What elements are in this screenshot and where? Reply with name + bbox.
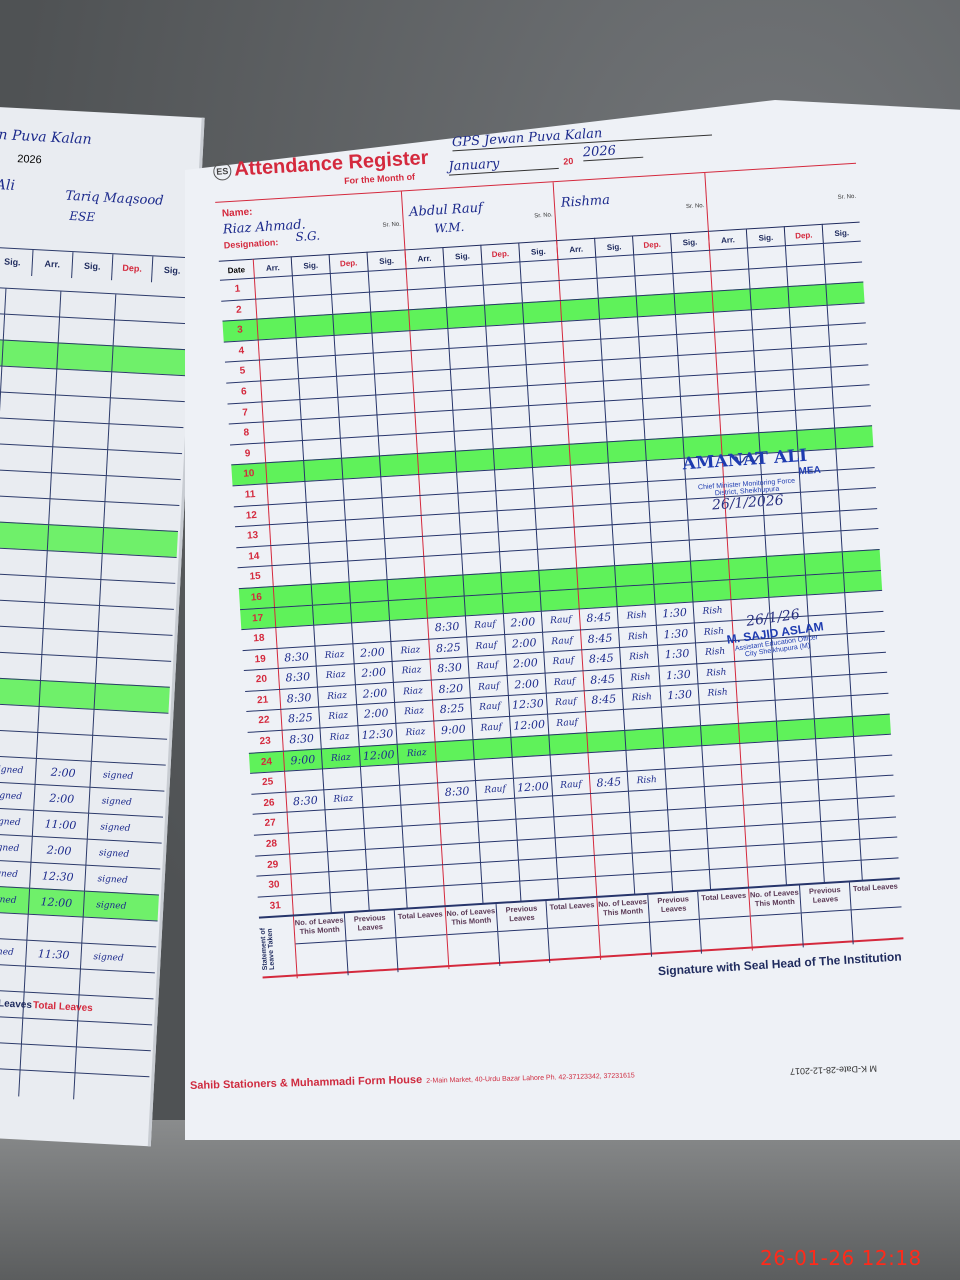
sr-no-label: Sr. No.: [534, 212, 553, 220]
leave-column-label: Previous Leaves: [344, 910, 396, 942]
signature-cell: [73, 1073, 130, 1103]
time-cell: [18, 1070, 75, 1100]
left-year: 2026: [16, 153, 43, 167]
signature-cell: signed: [0, 781, 35, 811]
left-column-header: Arr.: [31, 249, 73, 279]
leave-column-label: No. of Leaves This Month: [445, 904, 497, 936]
leave-column-label: Previous Leaves: [647, 892, 700, 924]
designation-label: Designation:: [223, 237, 279, 251]
leave-column-label: Total Leaves: [850, 879, 902, 911]
left-name-fragment: Ali: [0, 176, 16, 194]
leave-cell: Total Leaves: [697, 889, 752, 955]
left-column-header: Sig.: [0, 247, 33, 276]
leave-statement-label: Statement of Leave Taken: [259, 928, 277, 972]
leave-column-label: Total Leaves: [546, 898, 599, 930]
staff-designation: W.M.: [433, 219, 465, 236]
signature-cell: signed: [0, 755, 36, 785]
leave-cell: Previous Leaves: [495, 901, 550, 967]
signature-cell: [0, 911, 28, 941]
sr-no-label: Sr. No.: [837, 193, 857, 201]
staff-name: Riaz Ahmad.: [222, 217, 307, 238]
signature-cell: [0, 600, 45, 630]
leave-cell: Total Leaves: [545, 898, 601, 964]
left-school: n Puva Kalan: [0, 127, 93, 148]
left-column-header: Sig.: [71, 252, 113, 281]
leave-column-label: No. of Leaves This Month: [597, 895, 649, 927]
signature-cell: [0, 678, 40, 707]
signature-cell: [0, 1041, 21, 1071]
leave-cell: No. of Leaves This Month: [444, 904, 500, 970]
signature-cell: [0, 652, 42, 681]
leave-column-label: Total Leaves: [395, 907, 447, 939]
leave-cell: Previous Leaves: [343, 910, 398, 976]
signature-cell: [0, 418, 54, 448]
leave-column-label: No. of Leaves This Month: [749, 885, 801, 917]
sr-no-label: Sr. No.: [685, 203, 705, 211]
signature-cell: [0, 548, 47, 578]
attendance-grid: Name: Designation: Riaz Ahmad. S.G. Sr. No. A…: [215, 162, 904, 993]
sr-no-label: Sr. No.: [382, 221, 402, 229]
signature-cell: signed: [0, 937, 27, 967]
leave-cell: Total Leaves: [394, 907, 449, 973]
name-label: Name:: [221, 206, 253, 220]
left-designation: ESE: [68, 208, 96, 225]
signature-cell: [0, 704, 39, 733]
cloth-background: [0, 1120, 960, 1280]
leave-column-label: Previous Leaves: [496, 901, 548, 933]
leave-cell: Previous Leaves: [646, 892, 702, 958]
staff-name: Abdul Rauf: [408, 200, 484, 221]
leave-cell: Previous Leaves: [798, 882, 854, 948]
signature-cell: [0, 470, 51, 500]
leave-cell: No. of Leaves This Month: [292, 913, 348, 979]
photo-timestamp: 26-01-26 12:18: [760, 1246, 922, 1270]
signature-cell: [0, 1067, 20, 1097]
signature-cell: [0, 730, 38, 759]
signature-cell: [0, 1015, 23, 1045]
leave-column-label: No. of Leaves This Month: [293, 913, 346, 945]
signature-cell: [0, 444, 53, 474]
staff-name: Rishma: [560, 192, 611, 211]
signature-cell: [0, 963, 25, 993]
signature-cell: [0, 574, 46, 604]
signature-cell: signed: [0, 807, 34, 837]
leave-column-label: Previous Leaves: [799, 882, 851, 914]
signature-cell: [0, 626, 43, 656]
left-column-header: Dep.: [111, 254, 153, 283]
signature-cell: signed: [0, 885, 30, 915]
signature-cell: [0, 522, 49, 552]
left-staff-name: Tariq Maqsood: [64, 188, 164, 209]
leave-cell: No. of Leaves This Month: [596, 895, 651, 961]
signature-cell: signed: [0, 833, 32, 863]
logo-icon: ES: [212, 161, 232, 181]
leave-column-label: Total Leaves: [698, 889, 750, 921]
staff-designation: S.G.: [295, 228, 321, 245]
leave-cell: Total Leaves: [849, 879, 904, 945]
year-label: 20: [563, 155, 574, 167]
signature-cell: [0, 496, 50, 526]
signature-cell: signed: [0, 859, 31, 889]
leave-cell: No. of Leaves This Month: [748, 885, 803, 951]
